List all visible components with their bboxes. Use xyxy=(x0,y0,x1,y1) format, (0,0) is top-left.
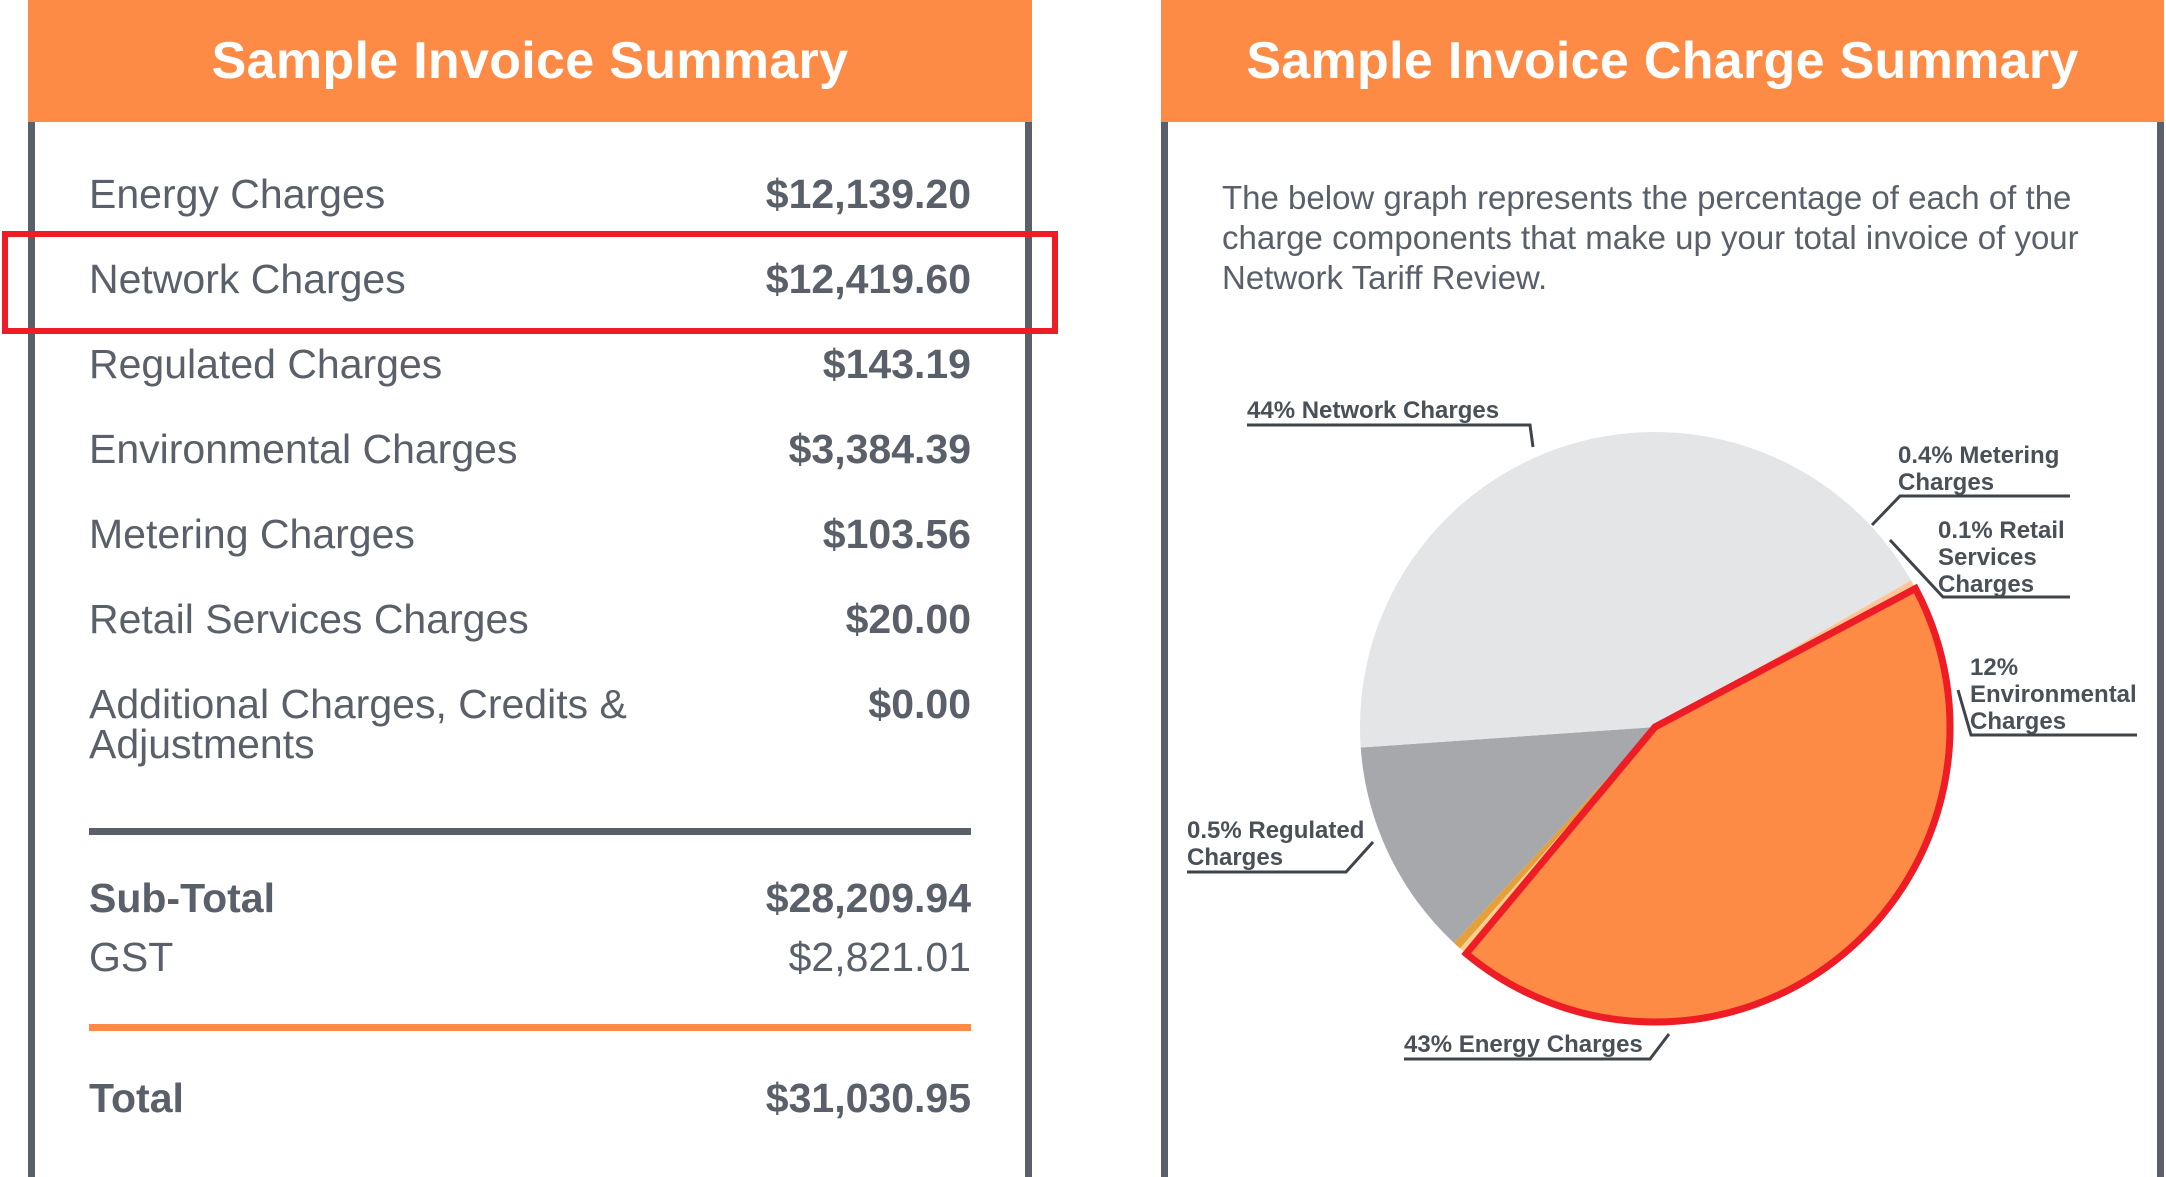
charge-summary-body: The below graph represents the percentag… xyxy=(1161,122,2164,1177)
slice-label-text: 12% xyxy=(1970,654,2018,681)
row-retail-services-charges: Retail Services Charges $20.00 xyxy=(89,596,971,642)
row-label-line1: Additional Charges, Credits & xyxy=(89,681,627,727)
subtotal-divider xyxy=(89,828,971,835)
row-gst: GST $2,821.01 xyxy=(89,934,971,980)
charge-summary-header: Sample Invoice Charge Summary xyxy=(1161,0,2164,122)
row-metering-charges: Metering Charges $103.56 xyxy=(89,511,971,557)
row-value: $103.56 xyxy=(822,511,971,557)
slice-label-text: Charges xyxy=(1970,708,2066,735)
slice-label-text: 44% Network Charges xyxy=(1247,397,1499,424)
row-total: Total $31,030.95 xyxy=(89,1075,971,1121)
row-value: $12,139.20 xyxy=(765,171,971,217)
slice-label-text: Charges xyxy=(1938,571,2034,598)
row-value: $12,419.60 xyxy=(765,256,971,302)
pie-label-energy-charges: 43% Energy Charges xyxy=(1404,1031,1671,1061)
leader-line xyxy=(1187,840,1375,874)
charge-summary-panel: Sample Invoice Charge Summary The below … xyxy=(1161,0,2164,1177)
gst-label: GST xyxy=(89,934,174,980)
row-label: Network Charges xyxy=(89,256,406,302)
row-subtotal: Sub-Total $28,209.94 xyxy=(89,875,971,921)
total-value: $31,030.95 xyxy=(765,1075,971,1121)
pie-label-network-charges: 44% Network Charges xyxy=(1247,397,1535,448)
row-label-line2: Adjustments xyxy=(89,721,315,767)
row-energy-charges: Energy Charges $12,139.20 xyxy=(89,171,971,217)
leader-line xyxy=(1247,423,1535,448)
charge-summary-title: Sample Invoice Charge Summary xyxy=(1246,32,2079,90)
pie-slice-energy-charges xyxy=(1360,431,1912,748)
slice-label-text: 0.1% Retail xyxy=(1938,517,2065,544)
row-label: Energy Charges xyxy=(89,171,386,217)
row-regulated-charges: Regulated Charges $143.19 xyxy=(89,341,971,387)
slice-label-text: Services xyxy=(1938,544,2037,571)
subtotal-value: $28,209.94 xyxy=(765,875,971,921)
slice-label-text: Charges xyxy=(1898,469,1994,496)
total-label: Total xyxy=(89,1075,184,1121)
leader-line xyxy=(1888,538,2070,599)
total-divider xyxy=(89,1024,971,1031)
slice-label-text: 0.4% Metering xyxy=(1898,442,2059,469)
subtotal-label: Sub-Total xyxy=(89,875,275,921)
invoice-summary-title: Sample Invoice Summary xyxy=(211,32,849,90)
row-network-charges: Network Charges $12,419.60 xyxy=(89,256,971,302)
row-label: Metering Charges xyxy=(89,511,415,557)
row-value: $0.00 xyxy=(868,681,971,727)
row-environmental-charges: Environmental Charges $3,384.39 xyxy=(89,426,971,472)
row-value: $3,384.39 xyxy=(788,426,971,472)
leader-line xyxy=(1956,689,2137,737)
row-value: $20.00 xyxy=(845,596,971,642)
invoice-summary-body: Energy Charges $12,139.20 Network Charge… xyxy=(28,122,1032,1177)
row-label: Environmental Charges xyxy=(89,426,518,472)
gst-value: $2,821.01 xyxy=(788,934,971,980)
slice-label-text: 0.5% Regulated xyxy=(1187,817,1364,844)
pie-highlight-outline xyxy=(1461,583,1954,1026)
row-label: Regulated Charges xyxy=(89,341,443,387)
row-additional-charges: Additional Charges, Credits & Adjustment… xyxy=(89,681,971,767)
network-charges-highlight xyxy=(2,231,1058,334)
row-value: $143.19 xyxy=(822,341,971,387)
leader-line xyxy=(1404,1033,1671,1061)
invoice-summary-header: Sample Invoice Summary xyxy=(28,0,1032,122)
slice-label-text: Environmental xyxy=(1970,681,2137,708)
slice-label-text: Charges xyxy=(1187,844,1283,871)
chart-description: The below graph represents the percentag… xyxy=(1222,179,2079,296)
row-label: Retail Services Charges xyxy=(89,596,529,642)
pie-slice-network-charges xyxy=(1466,588,1950,1022)
invoice-summary-panel: Sample Invoice Summary Energy Charges $1… xyxy=(28,0,1032,1177)
slice-label-text: 43% Energy Charges xyxy=(1404,1031,1643,1058)
leader-line xyxy=(1870,494,2070,527)
row-label: Additional Charges, Credits & Adjustment… xyxy=(89,681,627,767)
pie-slice-environmental-charges xyxy=(1360,727,1655,943)
